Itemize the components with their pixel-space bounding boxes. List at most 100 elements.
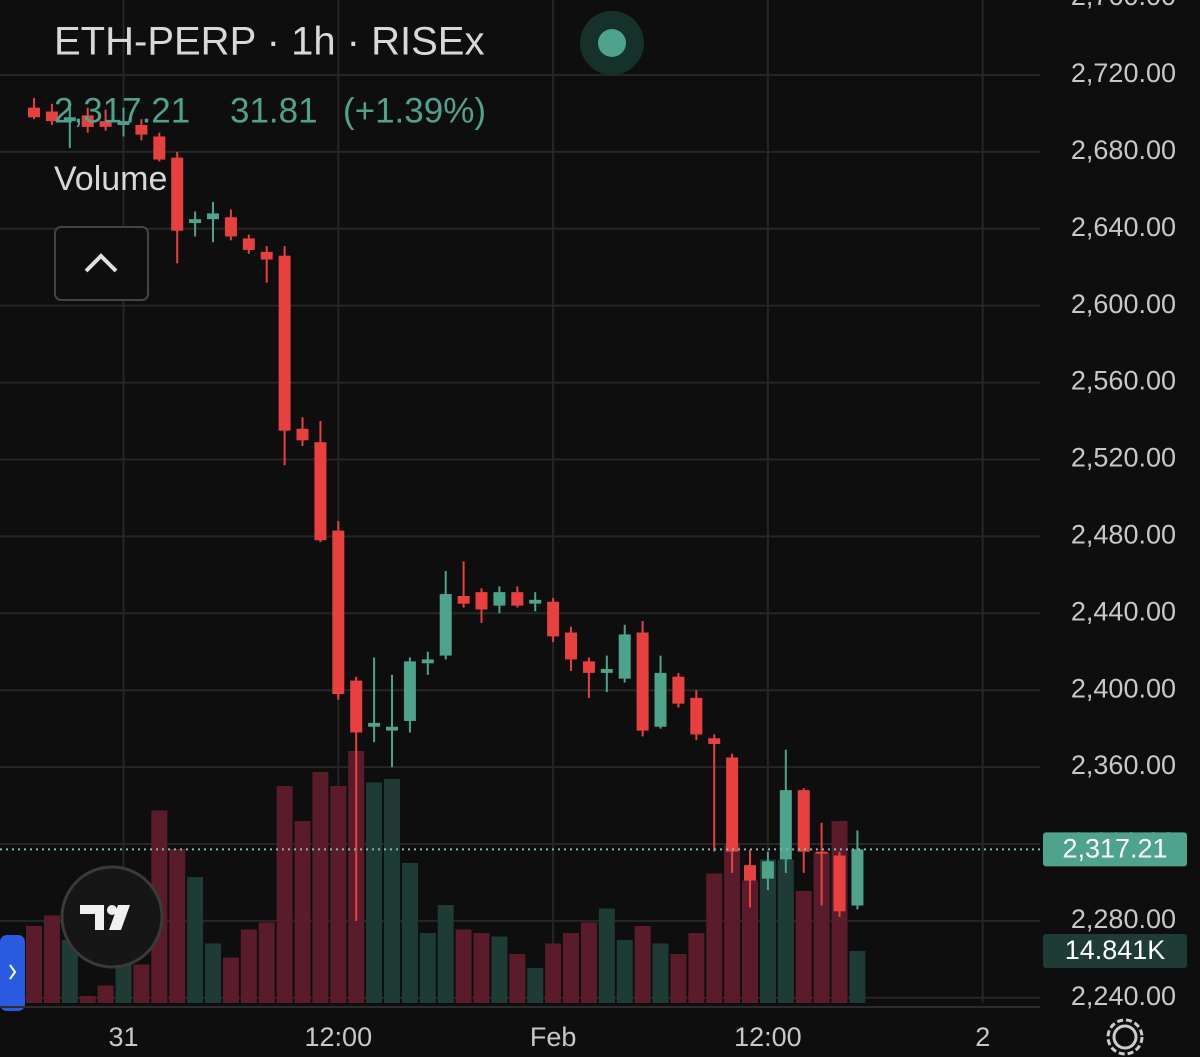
y-tick-label: 2,560.00 (1071, 366, 1176, 396)
candle-body (260, 251, 273, 260)
volume-bar (169, 849, 186, 1003)
candle-body (761, 861, 774, 879)
candle-body (726, 757, 739, 852)
volume-bar (79, 996, 96, 1003)
volume-bar (294, 821, 311, 1003)
volume-bar (437, 905, 454, 1003)
volume-bar (706, 873, 723, 1003)
volume-bar (598, 908, 615, 1003)
price-change: 31.81 (230, 91, 318, 130)
candle-body (332, 530, 345, 695)
y-tick-label: 2,520.00 (1071, 443, 1176, 473)
candle-body (189, 219, 202, 224)
candle-body (475, 592, 488, 610)
volume-bar (849, 951, 866, 1003)
candle-body (779, 790, 792, 860)
candle-body (851, 849, 864, 906)
candle-body (153, 136, 166, 160)
volume-bar (97, 985, 114, 1003)
side-panel-tab[interactable] (0, 935, 25, 1011)
settings-icon[interactable] (1112, 1024, 1138, 1050)
volume-badge (1043, 934, 1187, 969)
y-tick-label: 2,400.00 (1071, 673, 1176, 703)
x-tick-label: 12:00 (734, 1022, 802, 1052)
volume-bar (276, 786, 293, 1003)
y-tick-label: 2,600.00 (1071, 289, 1176, 319)
candle-body (117, 121, 130, 125)
y-tick-label: 2,680.00 (1071, 135, 1176, 165)
candle-body (511, 592, 524, 606)
grid (0, 0, 1040, 1003)
candle-body (547, 601, 560, 637)
candle-body (457, 595, 470, 604)
candle-body (582, 661, 595, 673)
volume-bar (742, 880, 759, 1003)
candle-body (296, 428, 309, 441)
volume-bar (240, 929, 257, 1003)
volume-bar (419, 933, 436, 1003)
plot-area (0, 98, 1040, 1003)
collapse-button[interactable] (54, 226, 149, 301)
candle-body (708, 738, 721, 745)
candle-body (224, 217, 237, 237)
candle-body (207, 213, 220, 220)
candle-body (493, 592, 506, 606)
y-tick-label: 2,720.00 (1071, 58, 1176, 88)
candle-body (28, 107, 41, 118)
candle-body (815, 851, 828, 854)
candle-body (63, 117, 76, 122)
volume-bar (115, 961, 132, 1003)
volume-bar (473, 933, 490, 1003)
candle-body (45, 111, 58, 122)
last-price-badge-label: 2,317.21 (1062, 833, 1167, 863)
volume-bar (26, 926, 43, 1003)
candle-body (797, 790, 810, 852)
candle-body (386, 726, 399, 731)
candle-body (278, 255, 291, 431)
volume-bar (652, 943, 669, 1003)
y-tick-label: 2,280.00 (1071, 904, 1176, 934)
volume-bar (258, 922, 275, 1003)
candle-body (833, 855, 846, 912)
tradingview-logo[interactable] (60, 865, 164, 969)
x-tick-label: 31 (108, 1022, 138, 1052)
settings-gear-teeth (1106, 1018, 1144, 1056)
volume-bar (222, 957, 239, 1003)
candle-body (600, 669, 613, 673)
volume-bar (330, 786, 347, 1003)
y-tick-label: 2,360.00 (1071, 750, 1176, 780)
volume-bar (777, 859, 794, 1003)
candle-body (421, 659, 434, 664)
candle-body (314, 442, 327, 541)
volume-bar (580, 922, 597, 1003)
volume-badge-label: 14.841K (1065, 935, 1166, 965)
candle-body (636, 632, 649, 731)
candle-body (690, 697, 703, 735)
logo-dot (107, 905, 117, 915)
chevron-up-icon (84, 253, 118, 273)
candle-body (171, 157, 184, 231)
x-tick-label: 2 (975, 1022, 990, 1052)
candle-body (744, 865, 757, 881)
volume-bar (545, 943, 562, 1003)
volume-bar (688, 933, 705, 1003)
volume-bar (133, 964, 150, 1003)
volume-bar (384, 779, 401, 1003)
volume-bar (509, 954, 526, 1003)
volume-bar (813, 852, 830, 1003)
volume-bar (366, 782, 383, 1003)
volume-bar (563, 933, 580, 1003)
volume-legend: Volume (54, 160, 167, 198)
candle-body (565, 632, 578, 660)
last-price: 2,317.21 (54, 91, 190, 130)
y-tick-label: 2,240.00 (1071, 981, 1176, 1011)
candle-body (529, 599, 542, 604)
candle-body (368, 722, 381, 727)
status-dot (598, 29, 626, 57)
volume-bar (527, 968, 544, 1003)
price-change-pct: (+1.39%) (343, 91, 486, 130)
candle-body (81, 115, 94, 127)
logo-mark (80, 905, 130, 930)
